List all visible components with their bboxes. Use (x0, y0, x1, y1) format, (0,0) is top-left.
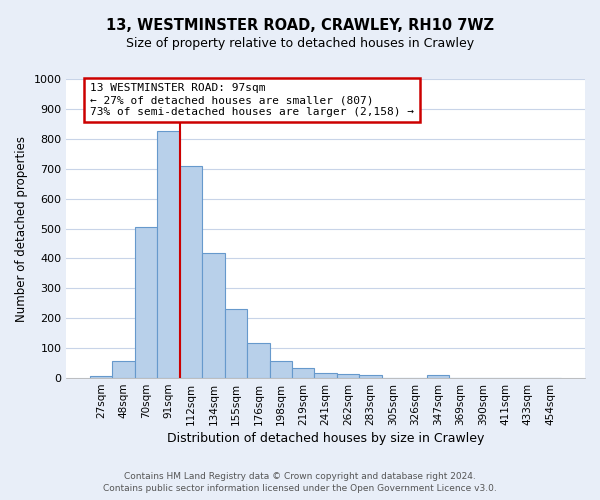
Bar (112, 360, 135, 378)
Bar (247, 343, 269, 378)
Bar (202, 253, 224, 378)
Bar (157, 132, 180, 378)
Text: Contains public sector information licensed under the Open Government Licence v3: Contains public sector information licen… (103, 484, 497, 493)
Bar (427, 375, 449, 378)
Text: 13, WESTMINSTER ROAD, CRAWLEY, RH10 7WZ: 13, WESTMINSTER ROAD, CRAWLEY, RH10 7WZ (106, 18, 494, 32)
Bar (337, 374, 359, 378)
Y-axis label: Number of detached properties: Number of detached properties (15, 136, 28, 322)
Bar (269, 361, 292, 378)
Text: Size of property relative to detached houses in Crawley: Size of property relative to detached ho… (126, 38, 474, 51)
Bar (292, 368, 314, 378)
Bar (180, 166, 202, 378)
Bar (135, 227, 157, 378)
Text: 13 WESTMINSTER ROAD: 97sqm
← 27% of detached houses are smaller (807)
73% of sem: 13 WESTMINSTER ROAD: 97sqm ← 27% of deta… (90, 84, 414, 116)
Bar (224, 310, 247, 378)
Bar (90, 376, 112, 378)
Bar (314, 372, 337, 378)
Text: Contains HM Land Registry data © Crown copyright and database right 2024.: Contains HM Land Registry data © Crown c… (124, 472, 476, 481)
Bar (359, 375, 382, 378)
X-axis label: Distribution of detached houses by size in Crawley: Distribution of detached houses by size … (167, 432, 484, 445)
